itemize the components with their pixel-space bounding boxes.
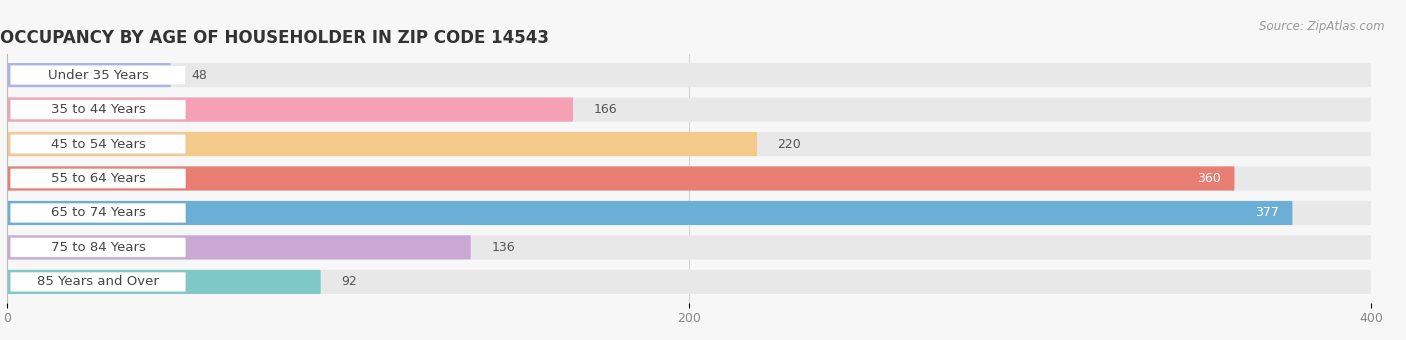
FancyBboxPatch shape (7, 132, 1371, 156)
FancyBboxPatch shape (7, 98, 574, 122)
Text: 360: 360 (1197, 172, 1220, 185)
Text: 92: 92 (342, 275, 357, 288)
FancyBboxPatch shape (10, 100, 186, 119)
FancyBboxPatch shape (10, 203, 186, 223)
FancyBboxPatch shape (7, 63, 170, 87)
FancyBboxPatch shape (7, 201, 1292, 225)
Text: 35 to 44 Years: 35 to 44 Years (51, 103, 145, 116)
Text: OCCUPANCY BY AGE OF HOUSEHOLDER IN ZIP CODE 14543: OCCUPANCY BY AGE OF HOUSEHOLDER IN ZIP C… (0, 29, 550, 47)
FancyBboxPatch shape (7, 98, 1371, 122)
Text: Under 35 Years: Under 35 Years (48, 69, 149, 82)
Text: Source: ZipAtlas.com: Source: ZipAtlas.com (1260, 20, 1385, 33)
FancyBboxPatch shape (10, 134, 186, 154)
Text: 45 to 54 Years: 45 to 54 Years (51, 137, 145, 151)
FancyBboxPatch shape (7, 235, 471, 259)
FancyBboxPatch shape (10, 272, 186, 292)
FancyBboxPatch shape (10, 238, 186, 257)
Text: 377: 377 (1256, 206, 1279, 220)
Text: 65 to 74 Years: 65 to 74 Years (51, 206, 145, 220)
Text: 75 to 84 Years: 75 to 84 Years (51, 241, 145, 254)
FancyBboxPatch shape (7, 63, 1371, 87)
FancyBboxPatch shape (10, 65, 186, 85)
Text: 85 Years and Over: 85 Years and Over (37, 275, 159, 288)
FancyBboxPatch shape (7, 167, 1234, 190)
FancyBboxPatch shape (7, 270, 321, 294)
FancyBboxPatch shape (7, 132, 756, 156)
FancyBboxPatch shape (7, 270, 1371, 294)
Text: 166: 166 (593, 103, 617, 116)
FancyBboxPatch shape (7, 167, 1371, 190)
Text: 48: 48 (191, 69, 207, 82)
FancyBboxPatch shape (7, 235, 1371, 259)
Text: 136: 136 (491, 241, 515, 254)
FancyBboxPatch shape (10, 169, 186, 188)
FancyBboxPatch shape (7, 201, 1371, 225)
Text: 55 to 64 Years: 55 to 64 Years (51, 172, 145, 185)
Text: 220: 220 (778, 137, 801, 151)
